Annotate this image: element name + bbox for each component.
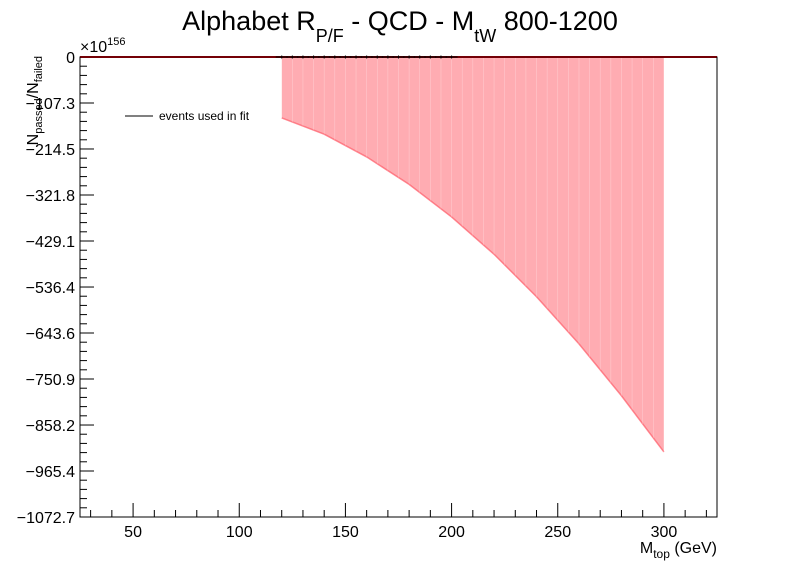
y-tick-label: −429.1 (26, 234, 75, 251)
chart-title: Alphabet RP/F - QCD - MtW 800-1200 (182, 6, 618, 46)
legend: events used in fit (125, 109, 250, 123)
y-tick-label: −965.4 (26, 464, 75, 481)
y-label-slash: / (25, 93, 42, 98)
y-tick-label: −321.8 (26, 188, 75, 205)
band-area (281, 57, 664, 452)
y-tick-label: −750.9 (26, 372, 75, 389)
x-label-tail: (GeV) (670, 540, 717, 557)
x-tick-label: 250 (544, 524, 571, 541)
y-label-n2: N (25, 82, 42, 94)
y-axis: 0 −107.3 −214.5 −321.8 −429.1 −536.4 −643.6 −75… (17, 50, 94, 527)
band-lower-edge (281, 117, 665, 453)
title-mid-subscript: tW (474, 26, 496, 46)
y-tick-label: −1072.7 (17, 510, 75, 527)
y-tick-label: 0 (66, 50, 75, 67)
title-main: Alphabet R (182, 6, 316, 36)
y-tick-label: −536.4 (26, 280, 75, 297)
y-label-sub1: passed (33, 98, 45, 133)
x-tick-label: 150 (332, 524, 359, 541)
x-tick-label: 100 (226, 524, 253, 541)
x-label-subscript: top (653, 547, 670, 561)
y-tick-label: −107.3 (26, 96, 75, 113)
y-label-n1: N (25, 134, 42, 146)
x-tick-label: 300 (651, 524, 678, 541)
legend-label: events used in fit (159, 109, 250, 123)
y-tick-label: −858.2 (26, 418, 75, 435)
y-multiplier-exponent: 156 (107, 36, 125, 48)
x-tick-label: 50 (124, 524, 142, 541)
x-tick-label: 200 (438, 524, 465, 541)
title-tail: 800-1200 (496, 6, 618, 36)
y-tick-label: −214.5 (26, 142, 75, 159)
title-main-subscript: P/F (316, 26, 344, 46)
x-axis-label: Mtop (GeV) (640, 540, 717, 561)
y-tick-label: −643.6 (26, 326, 75, 343)
y-multiplier: ×10156 (80, 36, 126, 56)
title-mid: - QCD - M (344, 6, 474, 36)
x-axis: 50 100 150 200 250 300 (90, 503, 707, 541)
band-series (281, 57, 665, 453)
y-axis-label: Npassed/Nfailed (25, 56, 45, 145)
x-label-main: M (640, 540, 653, 557)
y-label-sub2: failed (33, 56, 45, 82)
y-multiplier-base: ×10 (80, 39, 107, 56)
